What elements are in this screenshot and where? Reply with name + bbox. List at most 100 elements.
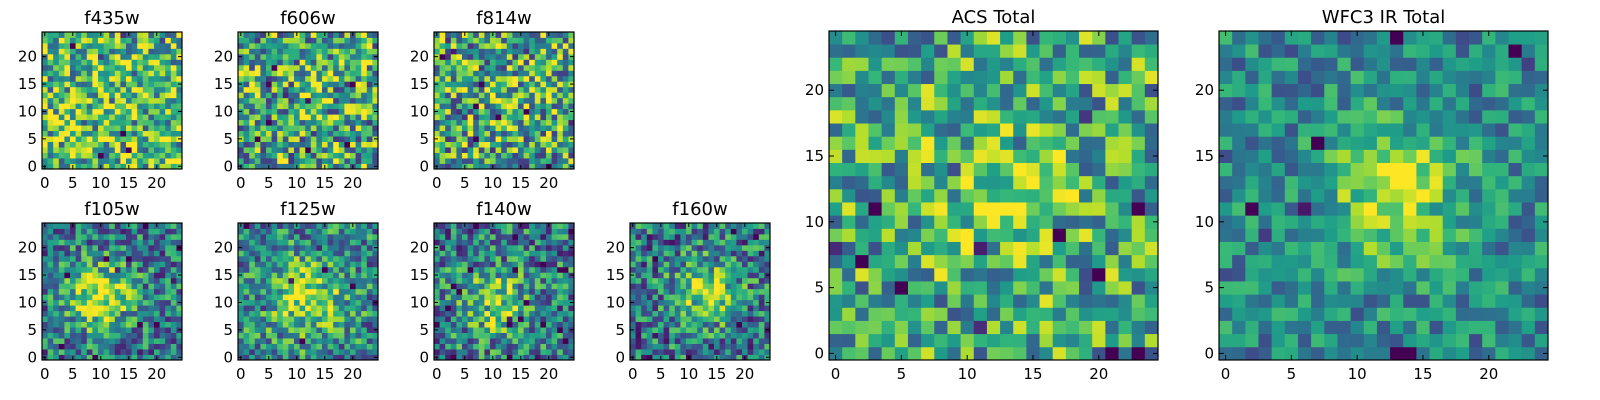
heatmap-cell — [238, 103, 244, 110]
heatmap-cell — [294, 147, 300, 153]
heatmap-cell — [652, 343, 659, 350]
heatmap-cell — [534, 136, 541, 142]
heatmap-cell — [142, 250, 149, 257]
heatmap-cell — [506, 327, 513, 333]
heatmap-cell — [501, 32, 508, 38]
heatmap-cell — [170, 53, 177, 60]
heatmap-cell — [75, 152, 82, 159]
heatmap-cell — [736, 294, 743, 301]
heatmap-cell — [299, 332, 306, 339]
heatmap-cell — [568, 288, 575, 295]
heatmap-cell — [165, 64, 172, 71]
heatmap-cell — [506, 92, 513, 99]
heatmap-cell — [159, 114, 166, 121]
heatmap-cell — [473, 277, 480, 284]
heatmap-cell — [305, 255, 312, 262]
heatmap-cell — [92, 294, 99, 301]
heatmap-cell — [282, 53, 289, 60]
heatmap-cell — [540, 75, 547, 82]
heatmap-cell — [42, 294, 48, 301]
heatmap-cell — [445, 321, 452, 328]
heatmap-cell — [736, 310, 743, 317]
heatmap-cell — [518, 338, 524, 344]
heatmap-cell — [165, 327, 172, 333]
heatmap-cell — [333, 48, 340, 55]
heatmap-cell — [81, 141, 88, 148]
heatmap-cell — [120, 119, 127, 126]
heatmap-cell — [562, 97, 569, 104]
heatmap-cell — [338, 86, 345, 93]
heatmap-cell — [646, 223, 653, 229]
heatmap-cell — [947, 267, 961, 282]
heatmap-cell — [366, 147, 373, 153]
heatmap-cell — [674, 223, 681, 229]
heatmap-cell — [86, 310, 93, 317]
heatmap-cell — [881, 188, 896, 203]
heatmap-cell — [1052, 254, 1067, 269]
heatmap-cell — [310, 53, 317, 60]
heatmap-cell — [557, 321, 564, 328]
heatmap-cell — [523, 233, 530, 240]
heatmap-cell — [316, 283, 323, 290]
heatmap-cell — [546, 103, 552, 110]
heatmap-cell — [333, 59, 340, 66]
heatmap-cell — [243, 163, 250, 170]
heatmap-cell — [243, 125, 250, 132]
heatmap-cell — [742, 316, 748, 323]
heatmap-cell — [456, 354, 463, 361]
heatmap-cell — [170, 114, 177, 121]
y-tick-label: 15 — [18, 75, 37, 93]
heatmap-cell — [327, 343, 334, 350]
heatmap-cell — [680, 294, 687, 301]
heatmap-cell — [322, 119, 328, 126]
heatmap-cell — [75, 277, 82, 284]
heatmap-cell — [154, 261, 160, 268]
heatmap-cell — [501, 266, 508, 273]
heatmap-cell — [322, 233, 328, 240]
heatmap-cell — [546, 261, 552, 268]
heatmap-cell — [534, 141, 541, 148]
heatmap-cell — [81, 114, 88, 121]
heatmap-cell — [322, 228, 328, 235]
heatmap-cell — [646, 349, 653, 355]
heatmap-cell — [81, 316, 88, 323]
heatmap-cell — [355, 158, 362, 164]
heatmap-cell — [719, 223, 726, 229]
heatmap-cell — [305, 244, 312, 251]
heatmap-cell — [344, 338, 351, 344]
heatmap-cell — [333, 294, 340, 301]
heatmap-cell — [92, 42, 99, 49]
heatmap-cell — [512, 147, 519, 153]
heatmap-cell — [881, 202, 896, 216]
heatmap-cell — [719, 327, 726, 333]
heatmap-cell — [366, 223, 373, 229]
heatmap-cell — [266, 158, 272, 164]
heatmap-cell — [747, 244, 754, 251]
heatmap-cell — [294, 321, 300, 328]
heatmap-cell — [333, 310, 340, 317]
y-tick-label: 10 — [410, 102, 429, 120]
heatmap-cell — [478, 244, 485, 251]
heatmap-cell — [159, 152, 166, 159]
heatmap-cell — [652, 244, 659, 251]
heatmap-cells — [829, 31, 1159, 361]
heatmap-cell — [86, 299, 93, 306]
heatmap-cell — [109, 70, 116, 77]
heatmap-cell — [686, 299, 692, 306]
heatmap-cell — [434, 92, 440, 99]
heatmap-cell — [277, 37, 284, 44]
heatmap-cell — [506, 42, 513, 49]
heatmap-cell — [344, 266, 351, 273]
heatmap-cell — [495, 261, 502, 268]
heatmap-cell — [243, 327, 250, 333]
heatmap-cell — [299, 294, 306, 301]
heatmap-cell — [243, 53, 250, 60]
heatmap-cell — [81, 310, 88, 317]
heatmap-cell — [249, 228, 256, 235]
heatmap-cell — [310, 266, 317, 273]
heatmap-cell — [47, 332, 54, 339]
heatmap-cell — [478, 147, 485, 153]
heatmap-cell — [333, 42, 340, 49]
heatmap-cell — [165, 48, 172, 55]
heatmap-cell — [456, 343, 463, 350]
